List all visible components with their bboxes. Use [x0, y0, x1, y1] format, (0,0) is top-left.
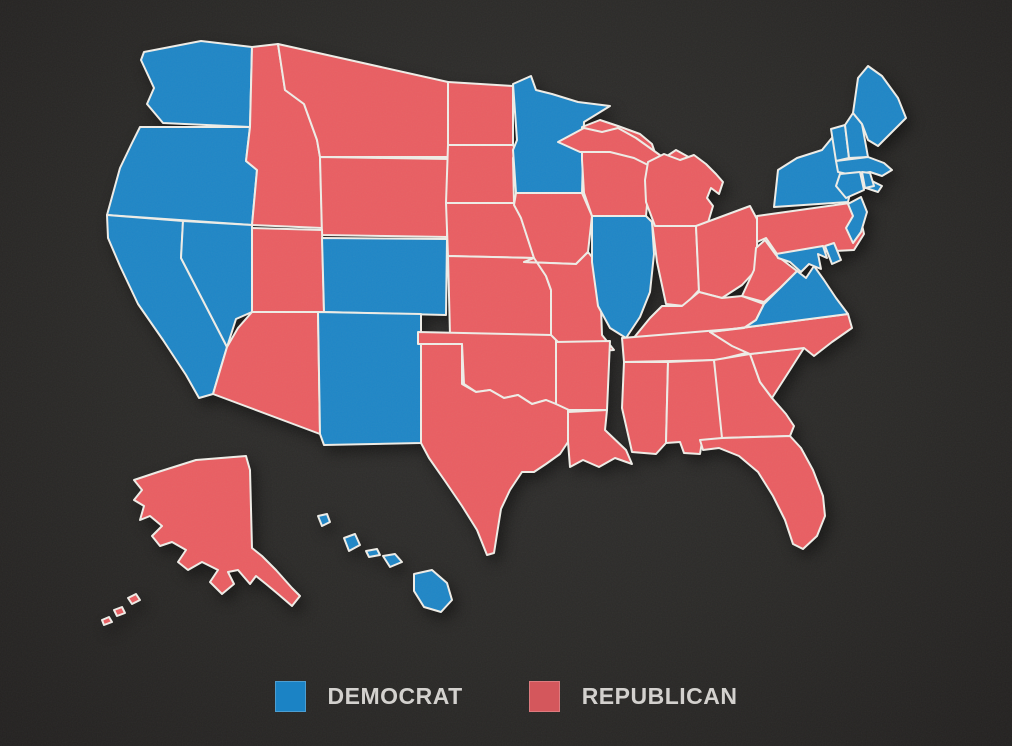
state-nd [447, 81, 514, 146]
republican-label: REPUBLICAN [581, 682, 738, 709]
state-ks [447, 255, 552, 336]
state-ak-aleutian-3 [101, 616, 113, 626]
legend: DEMOCRAT REPUBLICAN [0, 676, 1012, 716]
state-mi [644, 153, 724, 227]
state-wa [140, 40, 253, 128]
state-ak [133, 455, 301, 607]
democrat-label: DEMOCRAT [327, 682, 463, 709]
state-hi [413, 569, 453, 613]
state-ak-aleutian-1 [127, 593, 141, 605]
state-in [651, 221, 700, 307]
state-hi-molokai [365, 548, 381, 558]
state-ut [251, 227, 325, 313]
legend-item-democrat: DEMOCRAT [274, 680, 463, 712]
state-la [567, 409, 633, 468]
republican-color-swatch [528, 680, 560, 712]
state-hi-kauai [317, 513, 331, 527]
democrat-color-swatch [274, 680, 306, 712]
state-sd [445, 144, 517, 204]
state-co [321, 237, 448, 316]
states-group [101, 40, 907, 626]
state-hi-maui [382, 553, 403, 568]
state-fl [699, 435, 826, 550]
state-hi-oahu [343, 533, 361, 552]
state-nm [317, 311, 422, 446]
state-or [106, 126, 258, 226]
state-ms [621, 361, 669, 455]
state-ak-aleutian-2 [113, 606, 126, 617]
state-ri [861, 171, 875, 189]
legend-item-republican: REPUBLICAN [528, 680, 738, 712]
state-ar [555, 340, 611, 411]
state-wy [319, 156, 450, 238]
